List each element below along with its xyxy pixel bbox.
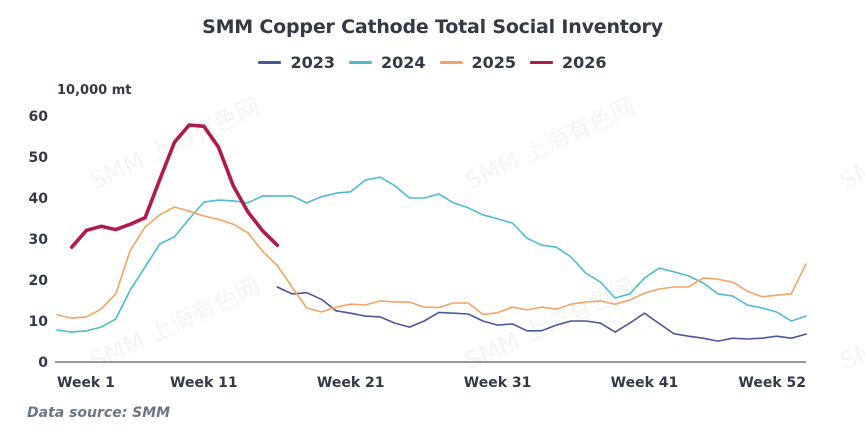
y-axis-ticks: 0 10 20 30 40 50 60 (29, 109, 49, 371)
legend-swatch-2025 (439, 61, 463, 64)
series-line-2024[interactable] (56, 176, 807, 333)
y-tick-label: 60 (29, 109, 49, 125)
watermark-text: SMM 上海有色网 (461, 272, 640, 375)
watermark-text: SMM 上海有色网 (836, 92, 865, 195)
legend-label-2024: 2024 (380, 53, 426, 72)
legend-swatch-2024 (348, 61, 372, 64)
y-tick-label: 20 (29, 273, 49, 289)
watermark-text: SMM 上海有色网 (836, 272, 865, 375)
x-tick-label: Week 31 (464, 375, 532, 391)
chart-title: SMM Copper Cathode Total Social Inventor… (202, 16, 663, 38)
x-tick-label: Week 1 (57, 375, 115, 391)
y-tick-label: 30 (29, 232, 49, 248)
legend-swatch-2023 (258, 61, 282, 64)
legend-item-2025[interactable]: 2025 (439, 53, 517, 72)
legend-swatch-2026 (530, 61, 554, 64)
series-line-2023[interactable] (276, 286, 807, 342)
data-source-note: Data source: SMM (27, 405, 171, 421)
legend-label-2023: 2023 (290, 53, 335, 72)
legend-label-2025: 2025 (471, 53, 517, 72)
chart-legend: 2023 2024 2025 2026 (0, 53, 865, 72)
x-tick-label: Week 21 (317, 375, 385, 391)
x-tick-label: Week 41 (611, 375, 679, 391)
watermark-layer: SMM 上海有色网 SMM 上海有色网 SMM 上海有色网 SMM 上海有色网 SMM … (86, 92, 865, 375)
x-tick-label: Week 52 (738, 375, 806, 391)
series-line-2026[interactable] (69, 123, 280, 249)
series-line-2025[interactable] (56, 206, 807, 319)
watermark-text: SMM 上海有色网 (86, 272, 265, 375)
legend-item-2023[interactable]: 2023 (258, 53, 335, 72)
y-tick-label: 50 (29, 150, 49, 166)
y-tick-label: 0 (38, 355, 48, 371)
legend-item-2024[interactable]: 2024 (348, 53, 426, 72)
x-tick-label: Week 11 (170, 375, 238, 391)
y-axis-unit-label: 10,000 mt (57, 83, 132, 98)
legend-item-2026[interactable]: 2026 (530, 53, 607, 72)
watermark-text: SMM 上海有色网 (461, 92, 640, 195)
x-axis-ticks: Week 1 Week 11 Week 21 Week 31 Week 41 Week 5… (57, 375, 806, 391)
legend-label-2026: 2026 (562, 53, 607, 72)
y-tick-label: 40 (29, 191, 49, 207)
series-lines (56, 123, 807, 342)
y-tick-label: 10 (29, 314, 49, 330)
